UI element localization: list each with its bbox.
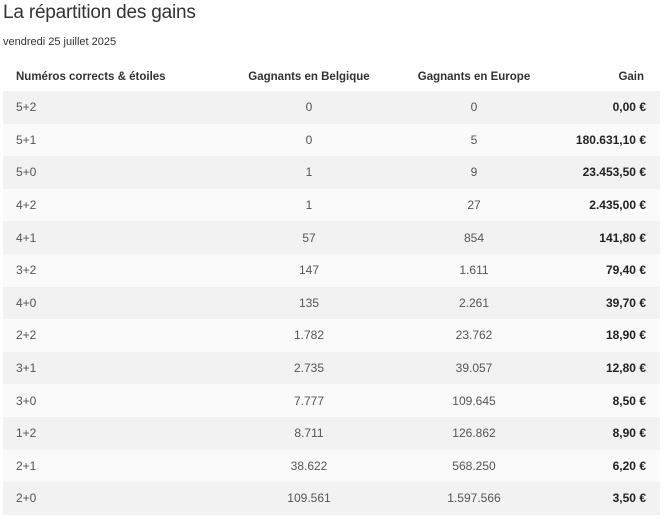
winners-belgium-cell: 1 (305, 165, 313, 180)
winners-europe-cell: 39.057 (455, 361, 493, 376)
table-row: 3+0 7.777 109.645 8,50 € (3, 384, 660, 417)
winners-belgium-cell: 0 (305, 132, 313, 147)
table-row: 2+1 38.622 568.250 6,20 € (3, 449, 660, 483)
winners-europe-cell: 2.261 (458, 295, 490, 310)
gain-cell: 8,90 € (612, 426, 646, 441)
winners-belgium-cell: 1.782 (293, 328, 325, 343)
gain-cell: 2.435,00 € (589, 198, 646, 213)
combination-cell: 2+0 (16, 491, 37, 506)
combination-cell: 2+1 (16, 458, 37, 473)
winners-europe-cell: 1.611 (459, 263, 489, 278)
table-row: 2+0 109.561 1.597.566 3,50 € (3, 482, 660, 515)
table-row: 4+2 1 27 2.435,00 € (3, 188, 660, 222)
gain-cell: 6,20 € (612, 458, 646, 473)
winners-europe-cell: 568.250 (452, 458, 496, 473)
winners-belgium-cell: 8.711 (294, 426, 324, 441)
winners-europe-cell: 109.645 (452, 393, 496, 408)
winners-belgium-cell: 57 (302, 230, 316, 245)
draw-date: vendredi 25 juillet 2025 (3, 36, 117, 48)
combination-cell: 5+0 (16, 165, 37, 180)
gain-cell: 141,80 € (599, 230, 646, 245)
table-header-row: Numéros corrects & étoiles Gagnants en B… (3, 62, 660, 91)
winners-belgium-cell: 109.561 (287, 491, 331, 506)
table-row: 5+0 1 9 23.453,50 € (3, 156, 660, 189)
winners-europe-cell: 27 (467, 198, 481, 213)
winners-belgium-cell: 38.622 (290, 458, 328, 473)
gain-cell: 180.631,10 € (575, 132, 646, 147)
winners-belgium-cell: 2.735 (293, 361, 325, 376)
gain-cell: 0,00 € (612, 100, 646, 115)
winners-europe-cell: 1.597.566 (447, 491, 501, 506)
page-title: La répartition des gains (3, 2, 196, 23)
winners-europe-cell: 9 (470, 165, 478, 180)
gain-cell: 39,70 € (605, 295, 646, 310)
gain-cell: 18,90 € (605, 328, 646, 343)
combination-cell: 1+2 (16, 426, 37, 441)
winners-europe-cell: 854 (463, 230, 485, 245)
winners-belgium-cell: 0 (305, 100, 313, 115)
combination-cell: 5+2 (16, 100, 37, 115)
prize-distribution-table: Numéros corrects & étoiles Gagnants en B… (3, 62, 660, 515)
table-row: 3+2 147 1.611 79,40 € (3, 253, 660, 287)
combination-cell: 5+1 (16, 132, 37, 147)
table-row: 1+2 8.711 126.862 8,90 € (3, 416, 660, 450)
combination-cell: 4+1 (16, 230, 37, 245)
winners-belgium-cell: 135 (298, 295, 320, 310)
table-row: 4+0 135 2.261 39,70 € (3, 286, 660, 320)
winners-belgium-cell: 1 (305, 198, 313, 213)
winners-belgium-cell: 147 (298, 263, 320, 278)
combination-cell: 3+2 (16, 263, 37, 278)
column-header-winners-belgium: Gagnants en Belgique (226, 62, 392, 91)
table-row: 5+2 0 0 0,00 € (3, 91, 660, 124)
column-header-winners-europe: Gagnants en Europe (392, 62, 556, 91)
winners-belgium-cell: 7.777 (293, 393, 325, 408)
winners-europe-cell: 23.762 (455, 328, 493, 343)
table-row: 5+1 0 5 180.631,10 € (3, 123, 660, 157)
gain-cell: 3,50 € (612, 491, 646, 506)
gain-cell: 8,50 € (612, 393, 646, 408)
table-row: 4+1 57 854 141,80 € (3, 221, 660, 254)
table-row: 2+2 1.782 23.762 18,90 € (3, 319, 660, 352)
combination-cell: 2+2 (16, 328, 37, 343)
winners-europe-cell: 5 (470, 132, 478, 147)
gain-cell: 79,40 € (605, 263, 646, 278)
gain-cell: 12,80 € (605, 361, 646, 376)
column-header-gain: Gain (556, 62, 660, 91)
combination-cell: 3+1 (16, 361, 37, 376)
winners-europe-cell: 126.862 (452, 426, 496, 441)
combination-cell: 4+2 (16, 198, 37, 213)
gain-cell: 23.453,50 € (582, 165, 646, 180)
winners-europe-cell: 0 (470, 100, 478, 115)
table-row: 3+1 2.735 39.057 12,80 € (3, 351, 660, 385)
combination-cell: 4+0 (16, 295, 37, 310)
column-header-combination: Numéros corrects & étoiles (3, 62, 226, 91)
combination-cell: 3+0 (16, 393, 37, 408)
